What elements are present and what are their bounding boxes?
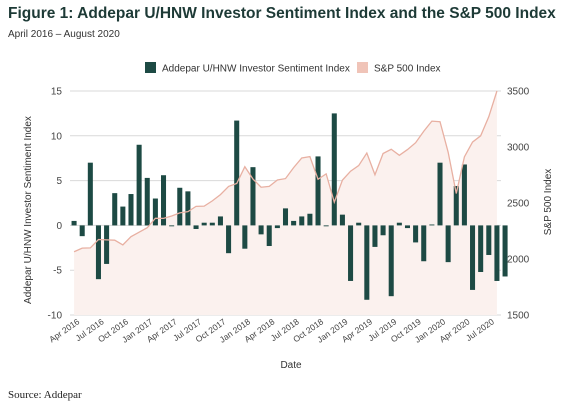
sentiment-bar: [372, 225, 378, 247]
legend-swatch-sentiment: [145, 62, 156, 73]
left-tick-label: -10: [48, 311, 63, 322]
sentiment-bar: [282, 208, 289, 226]
sp500-line: [73, 90, 498, 253]
legend-swatch-sp500: [357, 62, 368, 73]
sentiment-bar: [209, 222, 215, 226]
sentiment-bar: [380, 225, 386, 236]
sentiment-bar: [461, 164, 467, 226]
right-tick-label: 2500: [507, 199, 530, 210]
right-tick-label: 3000: [507, 143, 530, 154]
left-tick-label: 5: [56, 176, 62, 187]
sentiment-bar: [307, 213, 313, 226]
left-axis-ticks: -10 -5 0 5 10 15: [48, 87, 63, 322]
left-tick-label: 0: [56, 221, 62, 232]
sentiment-bar: [388, 225, 394, 297]
sentiment-bar: [71, 220, 77, 226]
chart-title: Figure 1: Addepar U/HNW Investor Sentime…: [8, 5, 556, 22]
right-tick-label: 3500: [507, 87, 530, 98]
sentiment-bar: [185, 191, 191, 226]
chart-subtitle: April 2016 – August 2020: [8, 29, 120, 40]
right-axis-ticks: 1500 2000 2500 3000 3500: [507, 87, 530, 322]
legend: Addepar U/HNW Investor Sentiment Index S…: [145, 62, 441, 75]
sentiment-bar: [161, 175, 167, 226]
sentiment-bar: [274, 225, 280, 229]
sentiment-bar: [470, 225, 476, 290]
sentiment-bar: [348, 225, 354, 281]
left-tick-label: 15: [51, 87, 63, 98]
sentiment-bar: [502, 225, 508, 277]
sentiment-bar: [396, 222, 402, 226]
sentiment-bar: [169, 225, 175, 227]
sentiment-bar: [437, 162, 443, 226]
sentiment-bar: [152, 198, 158, 226]
sentiment-bar: [315, 156, 321, 226]
sentiment-bar: [421, 225, 427, 262]
sentiment-bar: [79, 225, 85, 237]
sentiment-bar: [242, 225, 248, 249]
sentiment-bar: [339, 214, 345, 226]
sentiment-bar: [234, 120, 240, 226]
sentiment-bar: [112, 193, 118, 226]
sentiment-bar: [445, 225, 451, 263]
sentiment-bar: [413, 225, 419, 243]
sentiment-bar: [404, 225, 410, 229]
sentiment-bar: [486, 225, 492, 255]
sentiment-bars: [71, 113, 508, 300]
right-tick-label: 1500: [507, 311, 530, 322]
sentiment-bar: [193, 225, 199, 229]
sentiment-bar: [177, 187, 183, 226]
sentiment-bar: [144, 177, 150, 226]
sentiment-bar: [453, 185, 459, 226]
sentiment-bar: [128, 194, 134, 226]
left-tick-label: -5: [53, 266, 62, 277]
sentiment-bar: [120, 206, 126, 226]
sentiment-bar: [364, 225, 370, 300]
sentiment-bar: [226, 225, 232, 254]
left-tick-label: 10: [51, 131, 63, 142]
x-axis-label: Date: [280, 360, 302, 371]
sentiment-bar: [104, 225, 110, 264]
sentiment-bar: [201, 222, 207, 226]
sp500-line-layer: [73, 90, 498, 253]
sentiment-bar: [136, 144, 142, 226]
sentiment-bar: [356, 222, 362, 226]
sentiment-bar: [87, 162, 93, 226]
x-tick-label: Jul 2020: [464, 316, 496, 343]
sentiment-bar: [95, 225, 101, 280]
sentiment-bar: [323, 225, 329, 227]
sentiment-bar: [429, 224, 435, 226]
sentiment-bar: [266, 225, 272, 247]
legend-label-sp500: S&P 500 Index: [374, 64, 441, 75]
right-tick-label: 2000: [507, 255, 530, 266]
legend-label-sentiment: Addepar U/HNW Investor Sentiment Index: [162, 64, 350, 75]
sentiment-bar: [250, 167, 256, 226]
sentiment-bar: [494, 225, 500, 281]
sentiment-bar: [331, 113, 337, 226]
sentiment-bar: [291, 220, 297, 226]
sentiment-bar: [299, 216, 305, 226]
source-note: Source: Addepar: [8, 389, 82, 401]
sentiment-bar: [258, 225, 264, 235]
sentiment-bar: [217, 216, 223, 226]
left-axis-label: Addepar U/HNW Investor Sentiment Index: [23, 116, 34, 304]
sentiment-bar: [478, 225, 484, 272]
right-axis-label: S&P 500 Index: [543, 169, 554, 236]
